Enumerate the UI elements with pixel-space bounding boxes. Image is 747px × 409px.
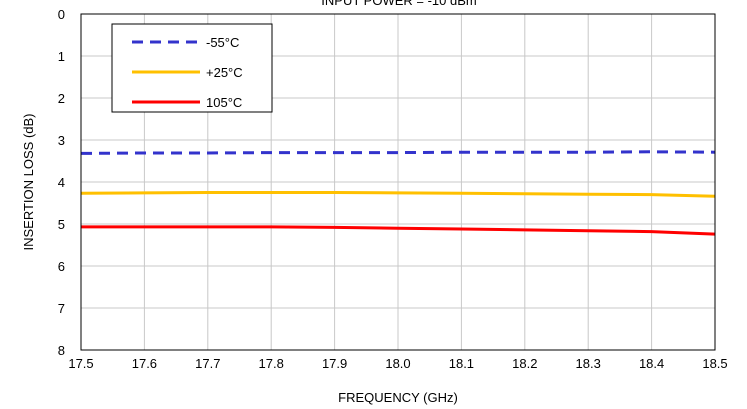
x-tick-label: 17.9: [322, 356, 347, 371]
x-tick-label: 17.8: [259, 356, 284, 371]
legend-label: -55°C: [206, 35, 239, 50]
chart-title: INPUT POWER = -10 dBm: [321, 0, 476, 8]
series-line-2: [80, 191, 716, 198]
x-tick-label: 17.5: [68, 356, 93, 371]
legend-label: 105°C: [206, 95, 242, 110]
legend-box: [111, 23, 273, 113]
series-line-1: [80, 150, 716, 155]
y-tick-label: 7: [58, 301, 65, 316]
y-tick-label: 1: [58, 49, 65, 64]
y-axis-label: INSERTION LOSS (dB): [21, 113, 36, 250]
x-tick-label: 18.1: [449, 356, 474, 371]
y-tick-label: 4: [58, 175, 65, 190]
y-tick-label: 0: [58, 7, 65, 22]
x-tick-label: 18.4: [639, 356, 664, 371]
y-tick-label: 6: [58, 259, 65, 274]
x-tick-label: 18.3: [576, 356, 601, 371]
y-tick-label: 5: [58, 217, 65, 232]
y-tick-labels: 0 1 2 3 4 5 6 7 8: [58, 7, 65, 358]
legend: -55°C +25°C 105°C: [111, 23, 273, 113]
series-line-3: [81, 225, 716, 236]
plot-frame: [80, 13, 716, 351]
legend-label: +25°C: [206, 65, 243, 80]
x-tick-label: 18.0: [385, 356, 410, 371]
y-tick-label: 2: [58, 91, 65, 106]
x-tick-label: 17.7: [195, 356, 220, 371]
plot-series: [80, 150, 716, 236]
x-tick-label: 17.6: [132, 356, 157, 371]
y-tick-label: 3: [58, 133, 65, 148]
x-tick-label: 18.5: [702, 356, 727, 371]
x-axis-label: FREQUENCY (GHz): [338, 390, 458, 405]
x-tick-label: 18.2: [512, 356, 537, 371]
x-tick-labels: 17.5 17.6 17.7 17.8 17.9 18.0 18.1 18.2 18.3 18.4…: [68, 356, 727, 371]
y-tick-label: 8: [58, 343, 65, 358]
